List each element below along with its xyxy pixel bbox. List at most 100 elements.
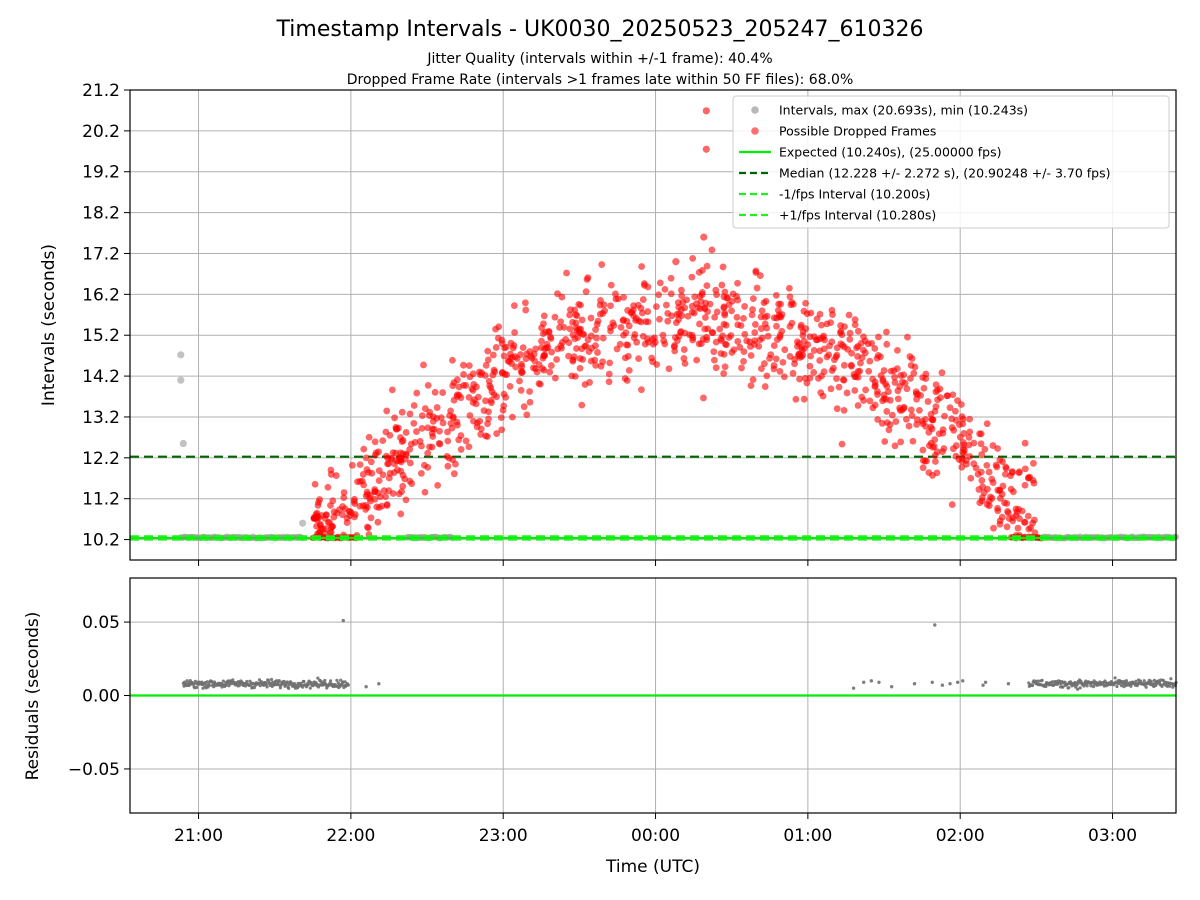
dropped-frame-point [530,364,537,372]
dropped-frame-point [1007,472,1014,480]
dropped-frame-point [539,354,547,362]
dropped-frame-point [573,345,580,352]
dropped-frame-point [734,279,741,287]
residual-point [869,679,874,683]
dropped-frame-point [894,346,901,354]
top-y-tick-label: 19.2 [82,163,120,183]
dropped-frame-point [565,339,573,347]
dropped-frame-point [952,417,960,424]
dropped-frame-point [931,451,939,459]
dropped-frame-point [761,313,769,321]
residual-point [983,680,988,684]
dropped-frame-point [678,286,685,294]
dropped-frame-point [364,523,371,531]
dropped-frame-point [376,493,384,501]
dropped-frame-point [854,373,862,381]
residual-point [1152,678,1157,682]
dropped-frame-point [477,425,485,433]
dropped-frame-point [558,293,566,301]
residual-point [306,682,310,687]
dropped-frame-point [420,361,427,369]
dropped-frame-point [929,416,936,424]
legend-label: Expected (10.240s), (25.00000 fps) [779,145,1001,160]
dropped-frame-point [854,327,862,335]
residual-point [316,676,320,680]
x-tick-label: 21:00 [174,826,223,846]
dropped-frame-point [1003,523,1011,531]
dropped-frame-point [825,351,833,359]
residual-point [1078,686,1082,690]
dropped-frame-point [317,521,324,528]
dropped-frame-point [839,341,847,349]
residual-point [955,680,960,684]
dropped-frame-point [688,273,696,281]
dropped-frame-point [367,458,375,466]
dropped-frame-point [918,417,926,425]
dropped-frame-point [648,335,656,343]
dropped-frame-point [996,494,1004,502]
residual-point [1075,683,1079,687]
dropped-frame-point [800,395,808,403]
dropped-frame-point [747,382,755,389]
dropped-frame-point [538,337,545,345]
dropped-frame-point [840,376,848,384]
dropped-frame-point [572,319,580,327]
dropped-frame-point [767,351,775,359]
dropped-frame-point [360,481,368,489]
dropped-frame-point [924,398,932,405]
dropped-frame-point [329,497,337,505]
dropped-frame-point [954,397,961,405]
dropped-frame-point [360,445,368,453]
dropped-frame-point [624,352,632,360]
dropped-frame-point [871,383,879,390]
dropped-frame-point [701,314,709,321]
dropped-frame-point [518,363,526,370]
residual-point [1129,684,1133,688]
dropped-frame-point [927,423,935,431]
dropped-frame-point [472,400,480,408]
dropped-frame-point [728,297,736,305]
dropped-frame-point [932,381,940,389]
dropped-frame-point [500,402,508,410]
residual-point [341,618,345,623]
dropped-frame-point [907,406,915,414]
dropped-frame-point [457,446,465,453]
residual-point [1067,686,1071,690]
dropped-frame-point [469,386,477,394]
dropped-frame-point [391,414,398,422]
dropped-frame-point [791,355,799,363]
dropped-frame-point [466,412,474,419]
residual-point [318,679,323,683]
residual-point [269,677,274,682]
dropped-frame-point [330,508,338,516]
dropped-frame-point [980,489,988,497]
dropped-frame-point [506,350,514,358]
dropped-frame-point [775,311,783,319]
dropped-frame-point [882,395,890,403]
dropped-frame-point [684,312,692,320]
dropped-frame-point [519,344,527,352]
dropped-frame-point [866,397,874,405]
dropped-frame-point [847,361,855,369]
dropped-frame-point [740,348,748,356]
dropped-frame-point [909,437,917,445]
dropped-frame-point [856,367,864,375]
dropped-frame-point [399,482,407,490]
x-tick-label: 22:00 [326,826,375,846]
dropped-frame-point [753,284,761,292]
dropped-frame-point [703,336,711,344]
dropped-frame-point [835,383,843,391]
dropped-frame-point [592,361,600,369]
dropped-frame-point [443,452,451,460]
legend-label: -1/fps Interval (10.200s) [779,187,930,202]
dropped-frame-point [760,299,768,307]
dropped-frame-point [851,387,859,394]
residual-point [877,680,881,684]
dropped-frame-point [819,334,827,342]
dropped-frame-point [385,487,393,495]
dropped-frame-point [883,408,891,415]
dropped-frame-point [622,329,630,337]
dropped-frame-point [606,359,614,367]
dropped-frame-point [383,452,390,460]
dropped-frame-point [448,424,456,432]
